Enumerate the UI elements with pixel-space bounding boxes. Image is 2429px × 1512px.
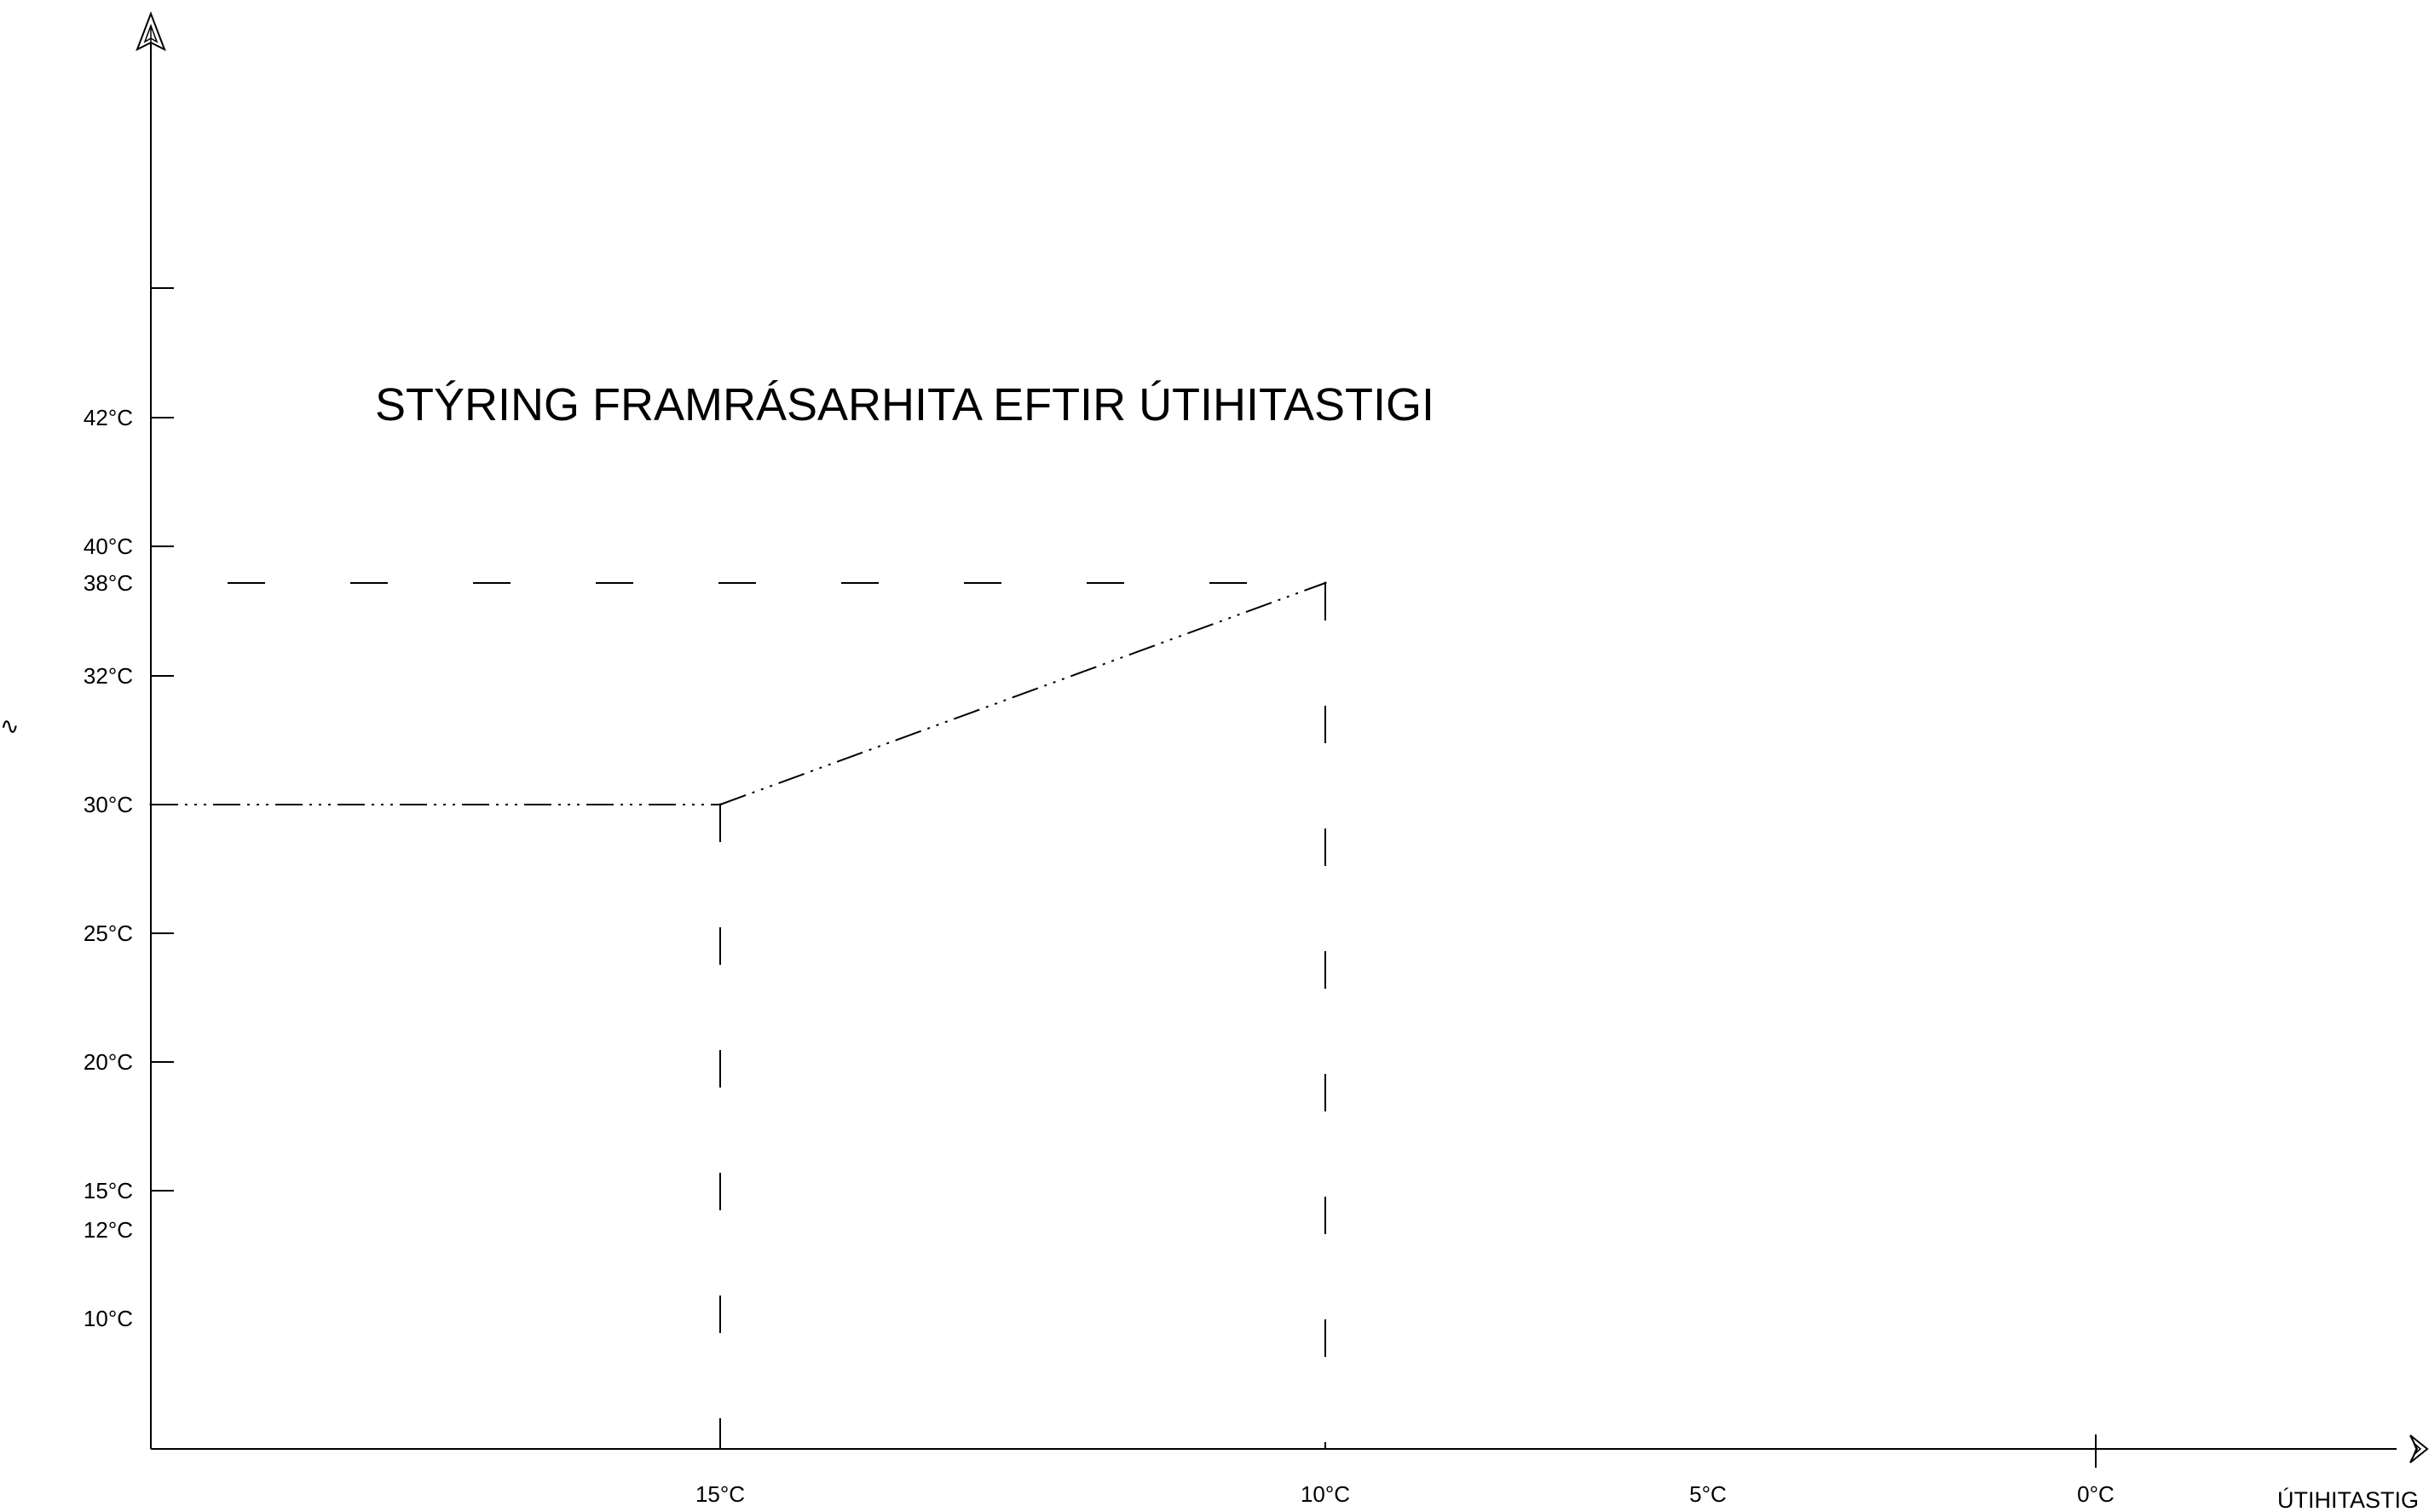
y-tick-label: 20°C — [84, 1049, 133, 1075]
chart-title: STÝRING FRAMRÁSARHITA EFTIR ÚTIHITASTIGI — [375, 379, 1434, 430]
y-axis-title-fragment: ∿ — [0, 713, 20, 739]
x-tick-label: 5°C — [1689, 1481, 1727, 1507]
y-tick-label: 38°C — [84, 570, 133, 596]
axes — [136, 11, 2429, 1463]
y-tick-label: 10°C — [84, 1306, 133, 1331]
reference-lines — [228, 582, 1326, 1449]
series-lines — [149, 581, 1327, 806]
series-point — [1324, 581, 1327, 585]
y-tick-label: 15°C — [84, 1178, 133, 1203]
x-axis-title: ÚTIHITASTIG — [2277, 1486, 2419, 1512]
x-tick-label: 10°C — [1301, 1481, 1350, 1507]
y-axis-arrow-icon — [136, 11, 166, 52]
tick-marks — [151, 417, 2097, 1468]
tick-labels: 42°C 40°C 38°C 32°C 30°C 25°C 20°C 15°C 12°C 10°C… — [84, 405, 2115, 1507]
y-tick-label: 12°C — [84, 1217, 133, 1243]
series-point — [718, 803, 722, 806]
y-tick-label: 42°C — [84, 405, 133, 430]
y-tick-label: 32°C — [84, 663, 133, 689]
y-tick-label: 40°C — [84, 534, 133, 559]
y-tick-label: 30°C — [84, 792, 133, 817]
series-line-segment — [719, 582, 1326, 805]
x-tick-label: 0°C — [2077, 1481, 2115, 1507]
y-tick-label: 25°C — [84, 920, 133, 946]
x-axis-arrow-icon — [2409, 1434, 2429, 1463]
x-tick-label: 15°C — [695, 1481, 745, 1507]
